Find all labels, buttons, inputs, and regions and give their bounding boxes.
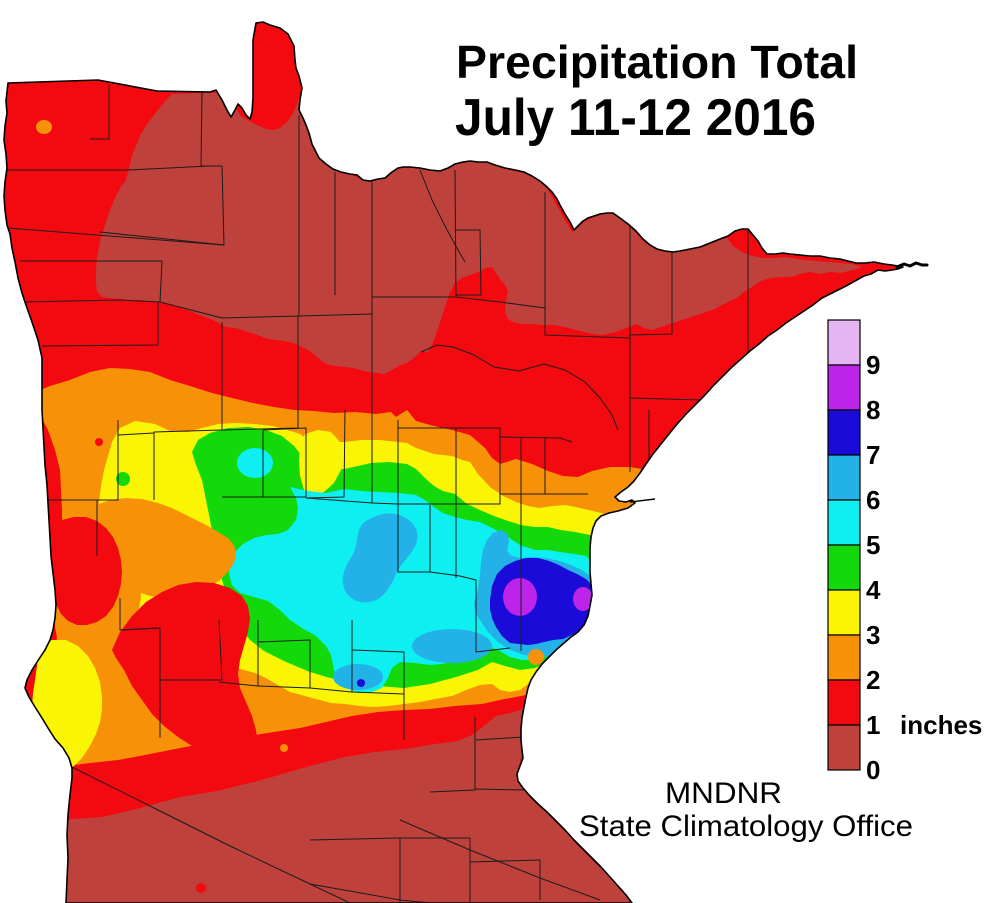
svg-text:State Climatology Office: State Climatology Office: [579, 810, 913, 843]
svg-text:5: 5: [866, 530, 880, 560]
svg-text:MNDNR: MNDNR: [665, 777, 782, 810]
svg-text:2: 2: [866, 665, 880, 695]
svg-text:1: 1: [866, 710, 880, 740]
svg-text:Precipitation Total: Precipitation Total: [456, 36, 858, 88]
svg-text:July 11-12 2016: July 11-12 2016: [455, 89, 816, 147]
svg-text:3: 3: [866, 620, 880, 650]
svg-text:6: 6: [866, 485, 880, 515]
svg-text:inches: inches: [900, 710, 982, 740]
svg-text:9: 9: [866, 350, 880, 380]
svg-text:8: 8: [866, 395, 880, 425]
svg-text:0: 0: [866, 755, 880, 785]
svg-text:4: 4: [866, 575, 881, 605]
svg-text:7: 7: [866, 440, 880, 470]
